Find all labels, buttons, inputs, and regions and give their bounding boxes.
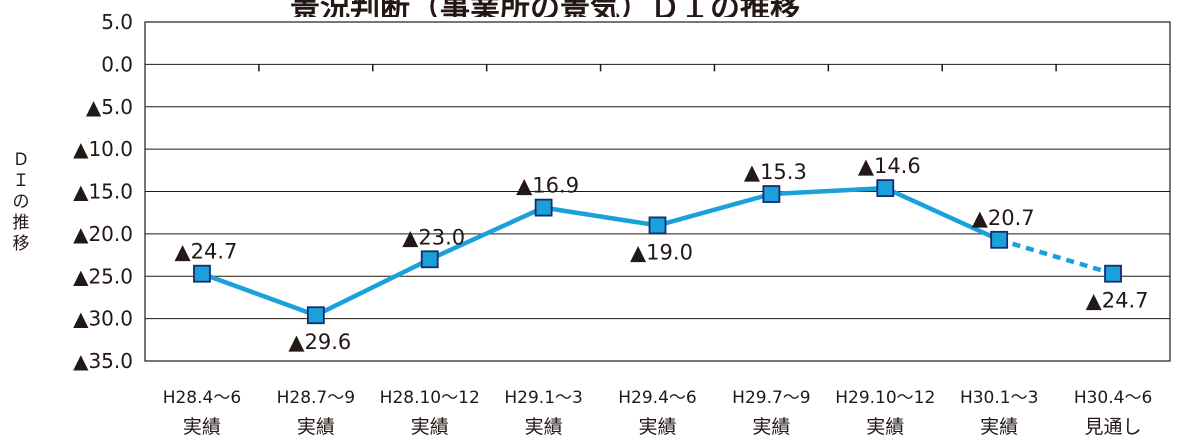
data-point — [648, 216, 667, 235]
x-tick-label: H28.10～12 — [380, 388, 480, 408]
data-label: ▲16.9 — [516, 174, 579, 198]
x-tick-label: H29.10～12 — [835, 388, 935, 408]
x-tick-label: H28.4～6 — [163, 388, 241, 408]
y-tick-label: 5.0 — [101, 10, 133, 34]
x-tick-label-kind: 実績 — [297, 416, 335, 438]
series-segment — [543, 205, 658, 228]
x-tick-label: H30.4～6 — [1074, 388, 1152, 408]
y-axis-label-char: 推 — [12, 213, 30, 233]
x-tick-label: H29.7～9 — [732, 388, 810, 408]
data-label: ▲19.0 — [630, 240, 693, 264]
y-tick-label: ▲15.0 — [73, 180, 133, 204]
data-label: ▲24.7 — [174, 240, 237, 264]
x-tick-label-kind: 実績 — [752, 416, 790, 438]
series-segment — [884, 186, 1001, 242]
data-point — [1104, 264, 1122, 283]
x-tick-label-kind: 実績 — [638, 416, 676, 438]
data-point — [534, 198, 553, 217]
y-axis-label-char: の — [12, 192, 30, 212]
series-segment — [428, 205, 545, 262]
series-segment-forecast — [998, 237, 1114, 276]
y-tick-label: ▲35.0 — [73, 349, 133, 373]
series-segment — [314, 257, 431, 318]
series-segment — [201, 271, 317, 318]
y-tick-label: 0.0 — [101, 52, 133, 76]
data-point — [990, 230, 1009, 249]
data-label: ▲24.7 — [1086, 289, 1149, 313]
x-tick-label-kind: 実績 — [411, 416, 449, 438]
x-tick-label: H30.1～3 — [960, 388, 1038, 408]
y-tick-label: ▲10.0 — [73, 137, 133, 161]
x-tick-label-kind: 実績 — [980, 416, 1018, 438]
series-segment — [771, 185, 886, 197]
data-point — [420, 250, 439, 269]
y-tick-label: ▲25.0 — [73, 264, 133, 288]
data-point — [876, 179, 895, 198]
data-label: ▲14.6 — [858, 154, 921, 178]
y-tick-label: ▲5.0 — [86, 95, 133, 119]
y-axis-label-char: 移 — [12, 234, 30, 254]
data-label: ▲15.3 — [744, 160, 807, 184]
x-tick-label: H28.7～9 — [277, 388, 355, 408]
data-point — [193, 264, 211, 283]
data-point — [762, 185, 781, 203]
data-label: ▲29.6 — [288, 330, 351, 354]
x-tick-label-kind: 実績 — [183, 416, 221, 438]
data-label: ▲20.7 — [972, 206, 1035, 230]
x-tick-label-kind: 実績 — [866, 416, 904, 438]
x-tick-label-kind: 見通し — [1085, 416, 1142, 438]
y-tick-label: ▲20.0 — [73, 222, 133, 246]
y-axis-label-char: Ｉ — [12, 171, 30, 191]
y-tick-label: ▲30.0 — [73, 307, 133, 331]
y-axis-label-char: Ｄ — [12, 150, 30, 170]
data-point — [306, 306, 325, 325]
x-tick-label: H29.4～6 — [618, 388, 696, 408]
series-segment — [656, 191, 772, 228]
x-tick-label: H29.1～3 — [504, 388, 582, 408]
data-label: ▲23.0 — [402, 225, 465, 249]
x-tick-label-kind: 実績 — [525, 416, 563, 438]
